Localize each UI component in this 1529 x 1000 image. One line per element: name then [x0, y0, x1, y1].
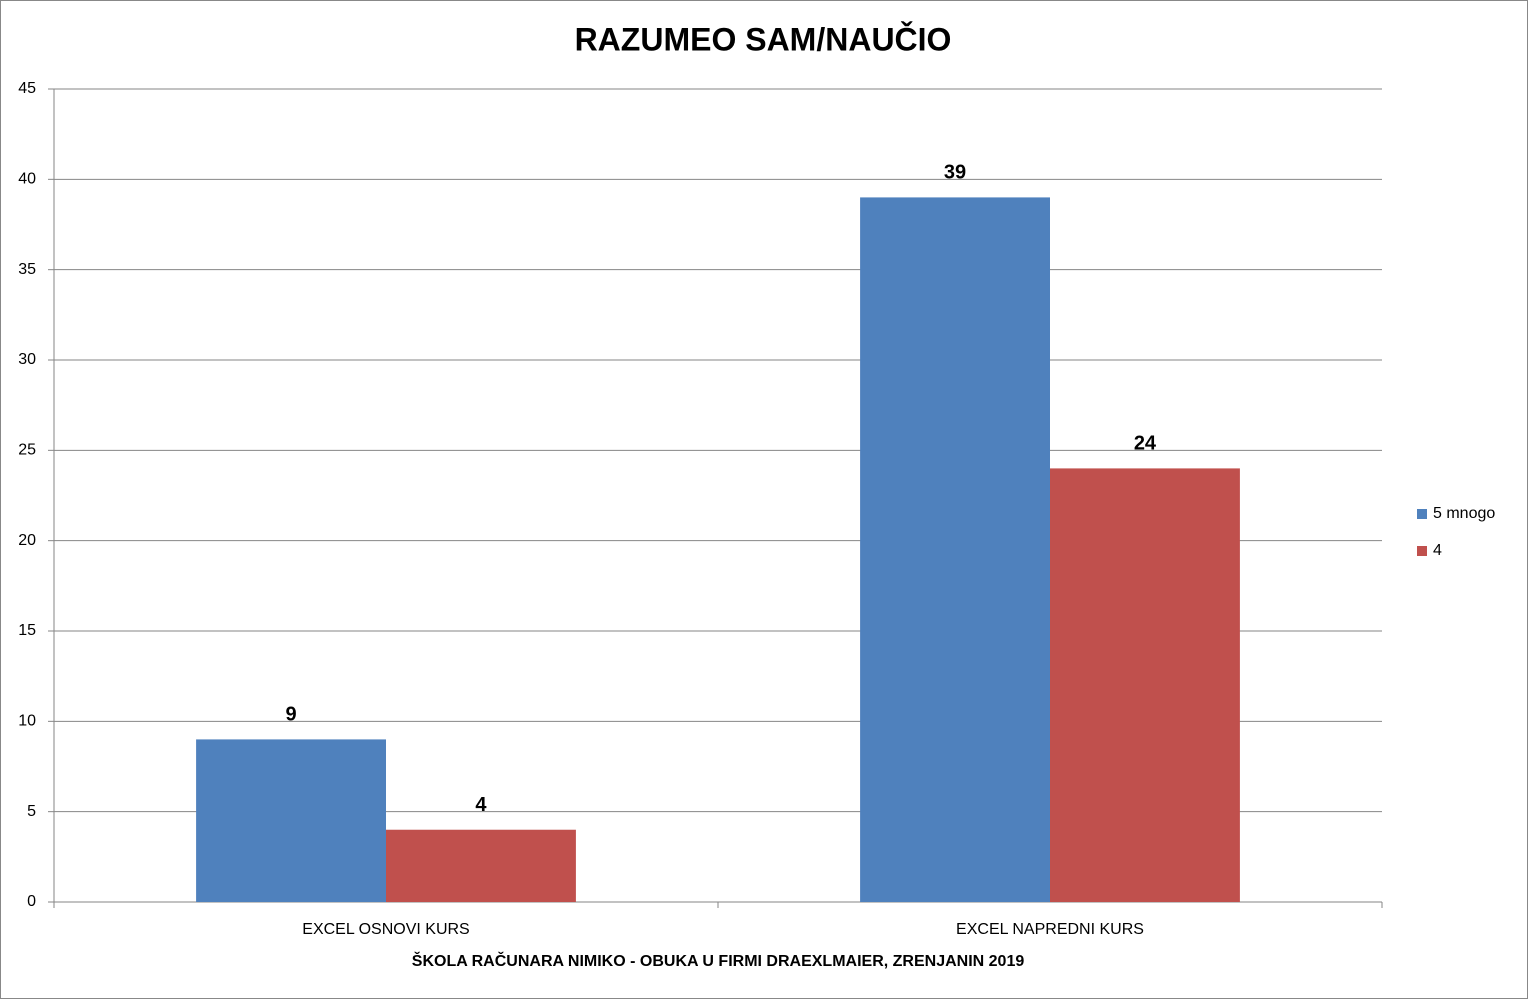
- y-tick-label: 20: [18, 532, 36, 549]
- bar: [386, 829, 576, 902]
- bar: [860, 197, 1050, 902]
- legend-label: 4: [1433, 542, 1442, 559]
- bar: [196, 739, 386, 902]
- y-tick-label: 35: [18, 261, 36, 278]
- value-label: 9: [285, 704, 296, 726]
- value-label: 24: [1134, 433, 1157, 455]
- y-tick-label: 30: [18, 351, 36, 368]
- legend-label: 5 mnogo: [1433, 505, 1495, 522]
- x-axis-title: ŠKOLA RAČUNARA NIMIKO - OBUKA U FIRMI DR…: [412, 951, 1025, 970]
- x-tick-label: EXCEL NAPREDNI KURS: [956, 921, 1144, 938]
- chart-title: RAZUMEO SAM/NAUČIO: [575, 21, 952, 57]
- y-tick-label: 40: [18, 171, 36, 188]
- legend-swatch: [1417, 546, 1427, 556]
- y-tick-label: 45: [18, 80, 36, 97]
- value-label: 39: [944, 162, 966, 184]
- value-label: 4: [475, 794, 487, 816]
- y-tick-label: 25: [18, 442, 36, 459]
- y-tick-label: 5: [27, 803, 36, 820]
- bar: [1050, 468, 1240, 902]
- legend-swatch: [1417, 509, 1427, 519]
- y-tick-label: 0: [27, 893, 36, 910]
- y-tick-label: 10: [18, 713, 36, 730]
- x-tick-label: EXCEL OSNOVI KURS: [302, 921, 469, 938]
- y-tick-label: 15: [18, 622, 36, 639]
